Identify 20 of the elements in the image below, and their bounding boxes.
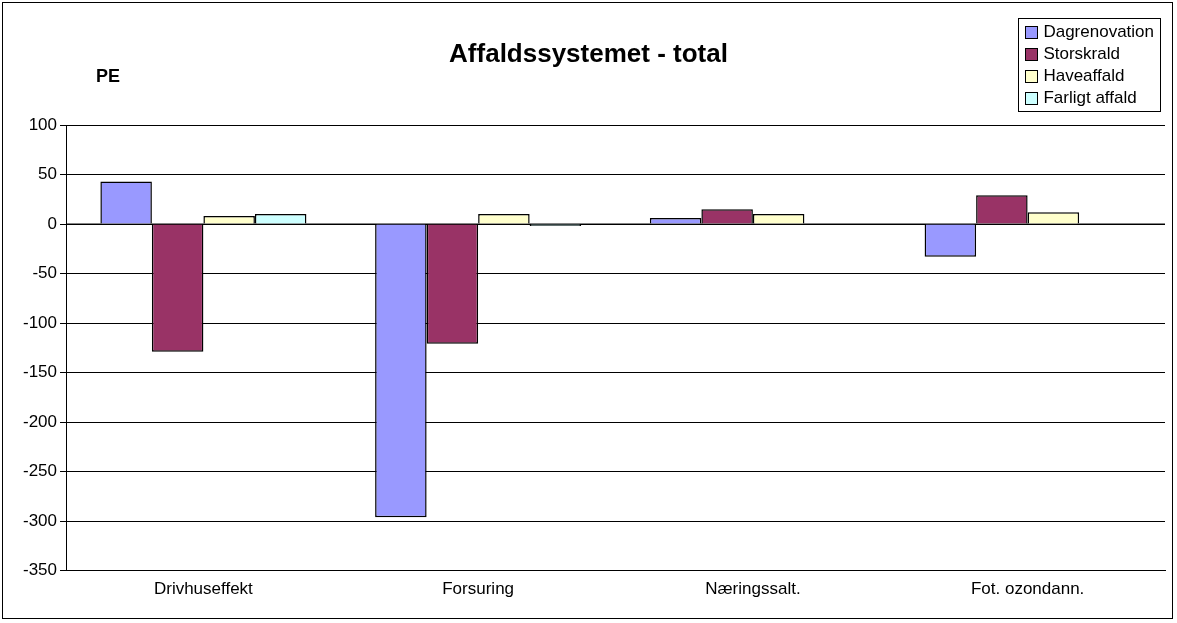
x-tick-label: Forsuring <box>442 579 515 599</box>
x-tick-label: Næringssalt. <box>705 579 801 599</box>
y-tick-label: -100 <box>22 312 58 332</box>
y-tick-label: 0 <box>47 213 58 233</box>
y-tick-label: -50 <box>32 263 58 283</box>
chart-title: Affaldssystemet - total <box>449 38 728 68</box>
legend-label: Dagrenovation <box>1043 21 1154 43</box>
x-tick-label: Fot. ozondann. <box>970 579 1085 599</box>
y-tick-label: -150 <box>22 362 58 382</box>
y-tick-label: -350 <box>22 560 58 580</box>
y-axis-title: PE <box>96 66 121 87</box>
legend-label: Farligt affald <box>1043 87 1137 109</box>
y-tick-label: 100 <box>28 114 58 134</box>
y-tick-label: -300 <box>22 510 58 530</box>
y-tick-label: -200 <box>22 411 58 431</box>
x-tick-label: Drivhuseffekt <box>153 579 254 599</box>
y-tick-label: 50 <box>38 164 58 184</box>
y-tick-label: -250 <box>22 461 58 481</box>
legend-label: Haveaffald <box>1043 65 1125 87</box>
legend-label: Storskrald <box>1043 43 1120 65</box>
